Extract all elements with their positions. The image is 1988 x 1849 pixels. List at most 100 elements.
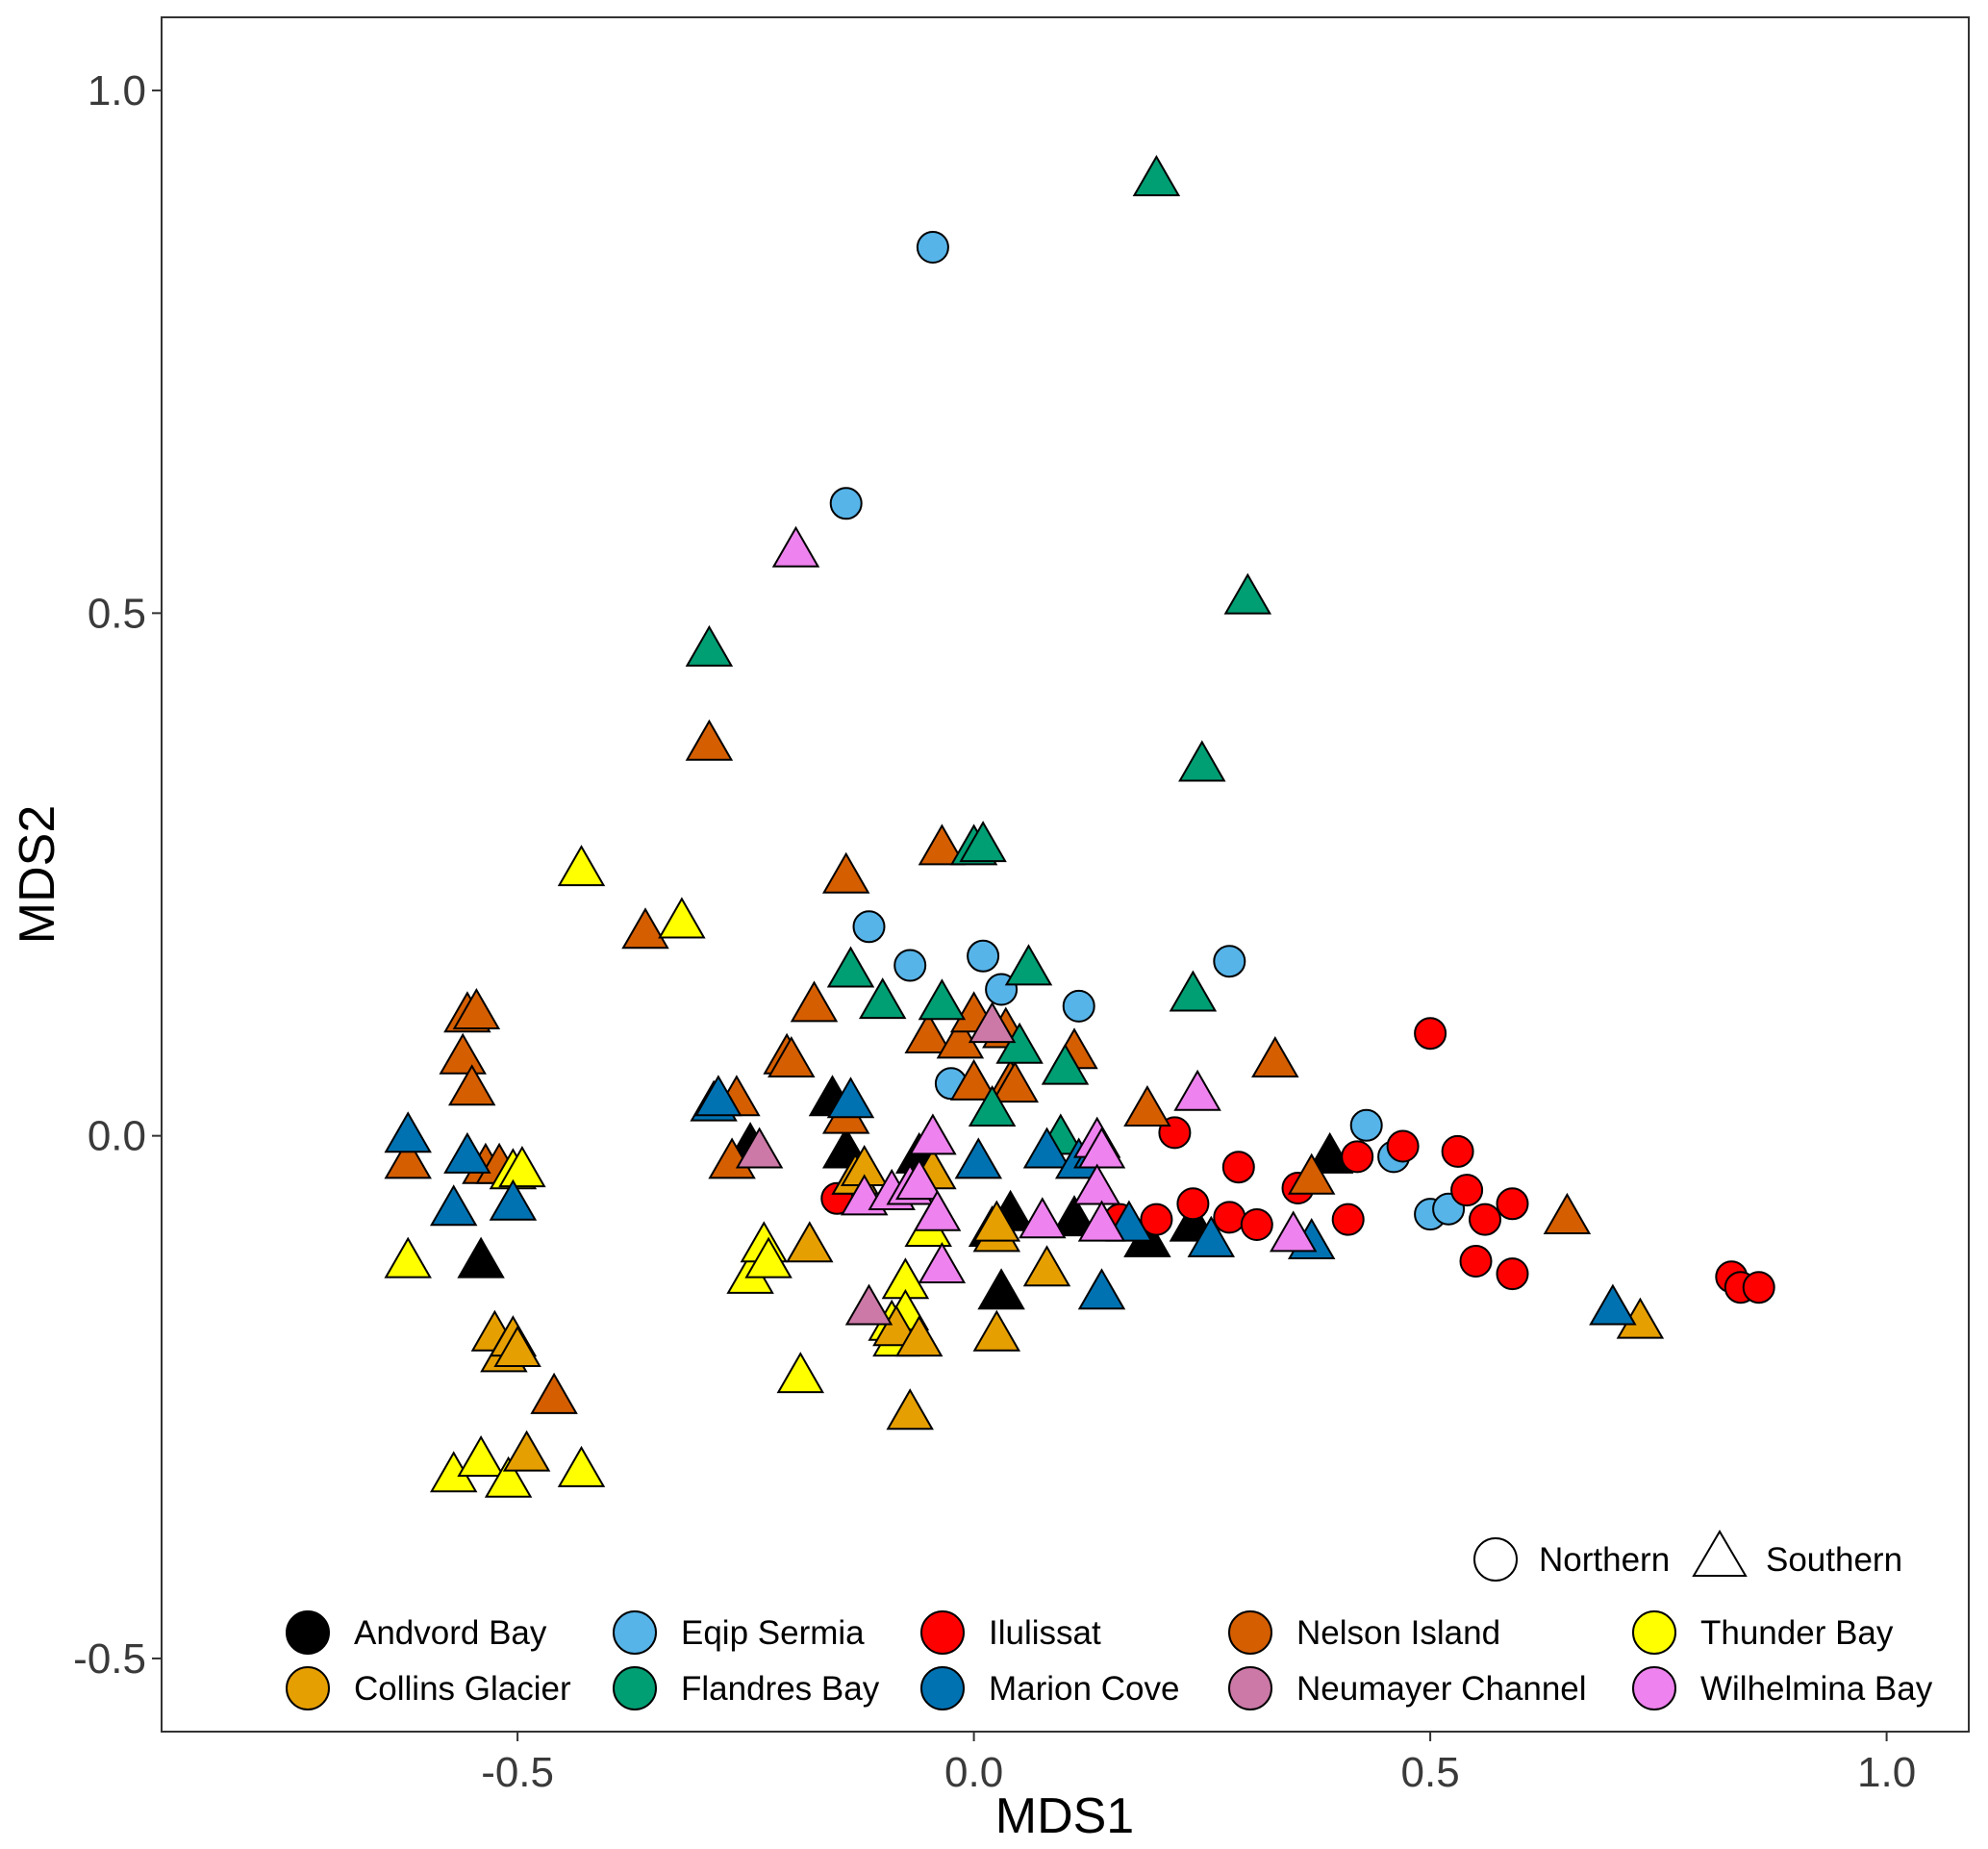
point-nelson-island bbox=[991, 1060, 1040, 1103]
point-wilhelmina-bay bbox=[913, 1189, 962, 1231]
point-marion-cove bbox=[954, 1137, 1003, 1179]
point-thunder-bay bbox=[658, 897, 706, 939]
point-marion-cove bbox=[1187, 1215, 1236, 1257]
point-ilulissat bbox=[1331, 1203, 1365, 1236]
point-ilulissat bbox=[1450, 1174, 1484, 1207]
legend-northern-label: Northern bbox=[1539, 1541, 1670, 1579]
point-thunder-bay bbox=[498, 1145, 546, 1188]
point-collins-glacier bbox=[502, 1430, 551, 1472]
ticks-layer: -0.5 0.0 0.5 1.0 -0.5 0.0 0.5 1.0 bbox=[73, 67, 1916, 1796]
point-flandres-bay bbox=[1178, 740, 1226, 782]
point-neumayer-channel bbox=[735, 1127, 784, 1169]
point-wilhelmina-bay bbox=[771, 525, 820, 568]
y-axis-title: MDS2 bbox=[10, 805, 65, 944]
legend-label-andvord-bay: Andvord Bay bbox=[354, 1614, 547, 1652]
y-tick-label: 0.5 bbox=[88, 590, 146, 637]
point-eqip-sermia bbox=[1062, 989, 1095, 1023]
point-ilulissat bbox=[1240, 1208, 1273, 1241]
point-wilhelmina-bay bbox=[918, 1241, 967, 1283]
point-flandres-bay bbox=[826, 946, 875, 988]
point-flandres-bay bbox=[685, 624, 734, 667]
point-collins-glacier bbox=[493, 1325, 541, 1367]
point-nelson-island bbox=[530, 1372, 578, 1414]
point-marion-cove bbox=[826, 1076, 875, 1119]
point-nelson-island bbox=[1251, 1035, 1299, 1077]
point-eqip-sermia bbox=[829, 487, 863, 520]
point-nelson-island bbox=[1287, 1152, 1336, 1195]
point-thunder-bay bbox=[384, 1236, 432, 1279]
point-flandres-bay bbox=[1041, 1043, 1090, 1085]
x-tick-label: 0.5 bbox=[1401, 1749, 1460, 1796]
legend-key-eqip-sermia bbox=[613, 1610, 657, 1655]
point-ilulissat bbox=[1140, 1203, 1173, 1236]
point-thunder-bay bbox=[776, 1352, 825, 1394]
point-collins-glacier bbox=[872, 1304, 920, 1347]
legend-label-collins-glacier: Collins Glacier bbox=[354, 1670, 571, 1708]
point-marion-cove bbox=[1589, 1283, 1637, 1326]
legend-label-nelson-island: Nelson Island bbox=[1296, 1614, 1500, 1652]
point-marion-cove bbox=[1022, 1127, 1071, 1169]
point-collins-glacier bbox=[972, 1309, 1021, 1352]
point-thunder-bay bbox=[557, 1445, 606, 1487]
point-andvord-bay bbox=[1050, 1195, 1098, 1237]
point-collins-glacier bbox=[786, 1221, 834, 1263]
point-collins-glacier bbox=[886, 1388, 934, 1431]
point-ilulissat bbox=[1341, 1140, 1374, 1174]
legend-label-marion-cove: Marion Cove bbox=[989, 1670, 1179, 1708]
point-neumayer-channel bbox=[844, 1283, 893, 1326]
point-nelson-island bbox=[1123, 1084, 1171, 1127]
point-marion-cove bbox=[694, 1075, 742, 1117]
point-wilhelmina-bay bbox=[1077, 1127, 1126, 1169]
point-flandres-bay bbox=[1223, 572, 1272, 615]
points-layer bbox=[384, 154, 1775, 1498]
point-flandres-bay bbox=[918, 978, 967, 1021]
x-tick-label: -0.5 bbox=[481, 1749, 554, 1796]
point-marion-cove bbox=[443, 1131, 491, 1174]
point-nelson-island bbox=[1543, 1192, 1592, 1234]
point-nelson-island bbox=[821, 851, 870, 894]
legend-key-flandres-bay bbox=[613, 1666, 657, 1710]
point-ilulissat bbox=[1176, 1187, 1210, 1221]
point-nelson-island bbox=[447, 1064, 496, 1106]
y-tick-label: 1.0 bbox=[88, 67, 146, 114]
point-collins-glacier bbox=[1022, 1245, 1071, 1287]
x-tick-label: 1.0 bbox=[1857, 1749, 1916, 1796]
plot-panel bbox=[161, 16, 1970, 1733]
point-ilulissat bbox=[1441, 1134, 1474, 1168]
point-neumayer-channel bbox=[968, 1001, 1017, 1044]
legend-southern-label: Southern bbox=[1766, 1541, 1902, 1579]
legend-label-eqip-sermia: Eqip Sermia bbox=[681, 1614, 865, 1652]
point-eqip-sermia bbox=[916, 231, 949, 264]
legend-key-wilhelmina-bay bbox=[1632, 1666, 1676, 1710]
point-marion-cove bbox=[429, 1184, 478, 1227]
point-flandres-bay bbox=[1004, 944, 1053, 986]
point-wilhelmina-bay bbox=[894, 1158, 944, 1201]
point-eqip-sermia bbox=[1349, 1108, 1383, 1142]
legend-label-ilulissat: Ilulissat bbox=[989, 1614, 1101, 1652]
point-andvord-bay bbox=[1305, 1131, 1354, 1174]
point-eqip-sermia bbox=[893, 949, 927, 982]
point-nelson-island bbox=[768, 1035, 816, 1077]
legend-key-neumayer-channel bbox=[1228, 1666, 1272, 1710]
shape-legend: Northern Southern bbox=[1473, 1530, 1902, 1582]
point-andvord-bay bbox=[457, 1236, 505, 1279]
point-eqip-sermia bbox=[967, 939, 1000, 973]
point-nelson-island bbox=[790, 980, 839, 1023]
legend-label-neumayer-channel: Neumayer Channel bbox=[1296, 1670, 1587, 1708]
point-thunder-bay bbox=[557, 845, 606, 887]
legend-key-nelson-island bbox=[1228, 1610, 1272, 1655]
point-flandres-bay bbox=[968, 1084, 1017, 1127]
legend-label-flandres-bay: Flandres Bay bbox=[681, 1670, 880, 1708]
point-thunder-bay bbox=[484, 1456, 533, 1498]
point-nelson-island bbox=[904, 1011, 952, 1053]
point-ilulissat bbox=[1469, 1203, 1501, 1236]
point-wilhelmina-bay bbox=[1019, 1197, 1067, 1239]
point-ilulissat bbox=[1221, 1151, 1255, 1184]
point-eqip-sermia bbox=[852, 910, 886, 944]
point-wilhelmina-bay bbox=[909, 1113, 957, 1155]
point-ilulissat bbox=[1386, 1129, 1420, 1163]
legend-key-collins-glacier bbox=[286, 1666, 330, 1710]
legend-key-ilulissat bbox=[920, 1610, 965, 1655]
